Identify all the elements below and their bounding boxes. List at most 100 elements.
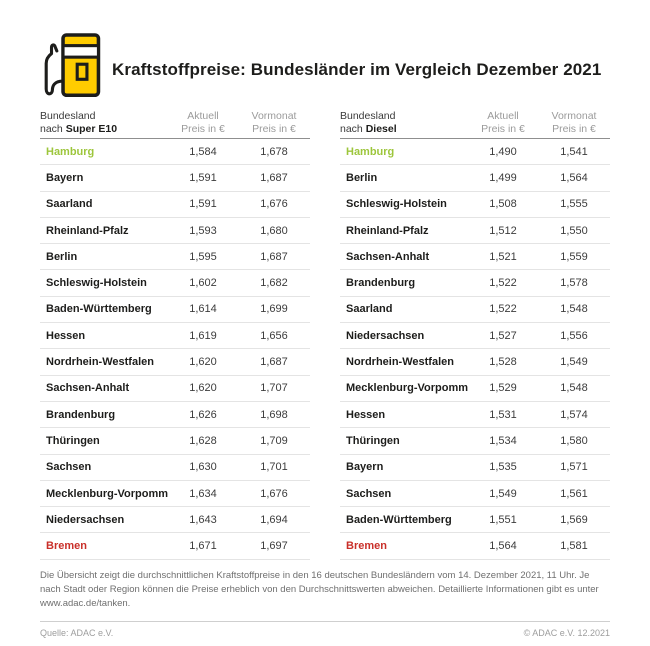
state-name-cell: Thüringen: [46, 434, 100, 447]
table-row: Brandenburg 1,522 1,578: [340, 270, 610, 297]
table-row: Niedersachsen 1,643 1,694: [40, 507, 310, 534]
previous-price-cell: 1,541: [560, 145, 588, 158]
table-label-line2: nach Diesel: [340, 123, 397, 135]
state-name-cell: Hessen: [346, 408, 386, 421]
table-row: Sachsen-Anhalt 1,521 1,559: [340, 244, 610, 271]
state-name-cell: Mecklenburg-Vorpommern: [46, 487, 168, 500]
previous-price-cell: 1,680: [260, 224, 288, 237]
current-price-cell: 1,628: [189, 434, 217, 447]
state-name-cell: Brandenburg: [346, 277, 416, 290]
previous-price-cell: 1,550: [560, 224, 588, 237]
current-price-cell: 1,529: [489, 382, 517, 395]
table-row: Nordrhein-Westfalen 1,528 1,549: [340, 349, 610, 376]
source-label: Quelle: ADAC e.V.: [40, 627, 114, 638]
table-row: Hessen 1,619 1,656: [40, 323, 310, 350]
table-row: Brandenburg 1,626 1,698: [40, 402, 310, 429]
current-price-cell: 1,564: [489, 540, 517, 553]
table-row: Niedersachsen 1,527 1,556: [340, 323, 610, 350]
copyright-label: © ADAC e.V. 12.2021: [523, 627, 610, 638]
previous-price-cell: 1,697: [260, 540, 288, 553]
source-row: Quelle: ADAC e.V. © ADAC e.V. 12.2021: [40, 628, 610, 638]
state-name-cell: Sachsen-Anhalt: [46, 382, 130, 395]
table-row: Mecklenburg-Vorpommern 1,529 1,548: [340, 376, 610, 402]
previous-price-cell: 1,682: [260, 277, 288, 290]
table-header: Bundesland nach Diesel Aktuell Preis in …: [340, 110, 610, 139]
state-name-cell: Schleswig-Holstein: [346, 198, 447, 211]
previous-price-cell: 1,687: [260, 250, 288, 263]
table-header: Bundesland nach Super E10 Aktuell Preis …: [40, 110, 310, 139]
previous-price-cell: 1,699: [260, 303, 288, 316]
current-price-cell: 1,549: [489, 487, 517, 500]
current-price-cell: 1,614: [189, 303, 217, 316]
table-rows: Hamburg 1,490 1,541 Berlin 1,499 1,564 Schlesw…: [340, 139, 610, 560]
state-name-cell: Bayern: [346, 461, 384, 474]
previous-price-cell: 1,687: [260, 171, 288, 184]
current-price-cell: 1,499: [489, 171, 517, 184]
previous-price-cell: 1,559: [560, 250, 588, 263]
table-diesel: Bundesland nach Diesel Aktuell Preis in …: [340, 110, 610, 560]
previous-price-cell: 1,569: [560, 513, 588, 526]
current-price-cell: 1,634: [189, 487, 217, 500]
table-row: Saarland 1,591 1,676: [40, 192, 310, 218]
column-header-previous: Vormonat Preis in €: [251, 110, 297, 135]
state-name-cell: Niedersachsen: [46, 513, 125, 526]
state-name-cell: Nordrhein-Westfalen: [46, 356, 154, 369]
previous-price-cell: 1,676: [260, 487, 288, 500]
table-row: Berlin 1,595 1,687: [40, 244, 310, 271]
current-price-cell: 1,528: [489, 356, 517, 369]
current-price-cell: 1,584: [189, 145, 217, 158]
header: Kraftstoffpreise: Bundesländer im Vergle…: [0, 0, 650, 104]
table-row: Hamburg 1,490 1,541: [340, 139, 610, 166]
table-row: Thüringen 1,534 1,580: [340, 428, 610, 455]
table-row: Sachsen 1,630 1,701: [40, 455, 310, 481]
current-price-cell: 1,593: [189, 224, 217, 237]
state-name-cell: Sachsen: [346, 487, 392, 500]
state-name-cell: Sachsen-Anhalt: [346, 250, 430, 263]
current-price-cell: 1,630: [189, 461, 217, 474]
previous-price-cell: 1,656: [260, 329, 288, 342]
previous-price-cell: 1,548: [560, 382, 588, 395]
state-name-cell: Nordrhein-Westfalen: [346, 356, 454, 369]
table-row: Bremen 1,671 1,697: [40, 533, 310, 560]
current-price-cell: 1,620: [189, 356, 217, 369]
table-row: Schleswig-Holstein 1,602 1,682: [40, 270, 310, 297]
table-row: Sachsen 1,549 1,561: [340, 481, 610, 508]
previous-price-cell: 1,556: [560, 329, 588, 342]
previous-price-cell: 1,687: [260, 356, 288, 369]
previous-price-cell: 1,678: [260, 145, 288, 158]
state-name-cell: Bayern: [46, 171, 84, 184]
current-price-cell: 1,620: [189, 382, 217, 395]
current-price-cell: 1,534: [489, 434, 517, 447]
current-price-cell: 1,535: [489, 461, 517, 474]
previous-price-cell: 1,578: [560, 277, 588, 290]
tables-container: Bundesland nach Super E10 Aktuell Preis …: [0, 110, 650, 560]
current-price-cell: 1,531: [489, 408, 517, 421]
previous-price-cell: 1,709: [260, 434, 288, 447]
state-name-cell: Baden-Württemberg: [346, 513, 452, 526]
state-name-cell: Hamburg: [46, 145, 95, 158]
previous-price-cell: 1,694: [260, 513, 288, 526]
current-price-cell: 1,512: [489, 224, 517, 237]
current-price-cell: 1,522: [489, 303, 517, 316]
previous-price-cell: 1,548: [560, 303, 588, 316]
current-price-cell: 1,602: [189, 277, 217, 290]
previous-price-cell: 1,581: [560, 540, 588, 553]
state-name-cell: Saarland: [46, 198, 93, 211]
table-row: Hamburg 1,584 1,678: [40, 139, 310, 166]
current-price-cell: 1,551: [489, 513, 517, 526]
footnote: Die Übersicht zeigt die durchschnittlich…: [40, 569, 599, 609]
current-price-cell: 1,522: [489, 277, 517, 290]
state-name-cell: Berlin: [46, 250, 78, 263]
table-row: Schleswig-Holstein 1,508 1,555: [340, 192, 610, 218]
column-header-previous: Vormonat Preis in €: [551, 110, 597, 135]
state-name-cell: Sachsen: [46, 461, 92, 474]
table-label-line1: Bundesland: [40, 110, 96, 122]
state-name-cell: Schleswig-Holstein: [46, 277, 147, 290]
current-price-cell: 1,619: [189, 329, 217, 342]
previous-price-cell: 1,701: [260, 461, 288, 474]
previous-price-cell: 1,698: [260, 408, 288, 421]
footer-divider: [40, 620, 610, 622]
previous-price-cell: 1,580: [560, 434, 588, 447]
state-name-cell: Baden-Württemberg: [46, 303, 152, 316]
